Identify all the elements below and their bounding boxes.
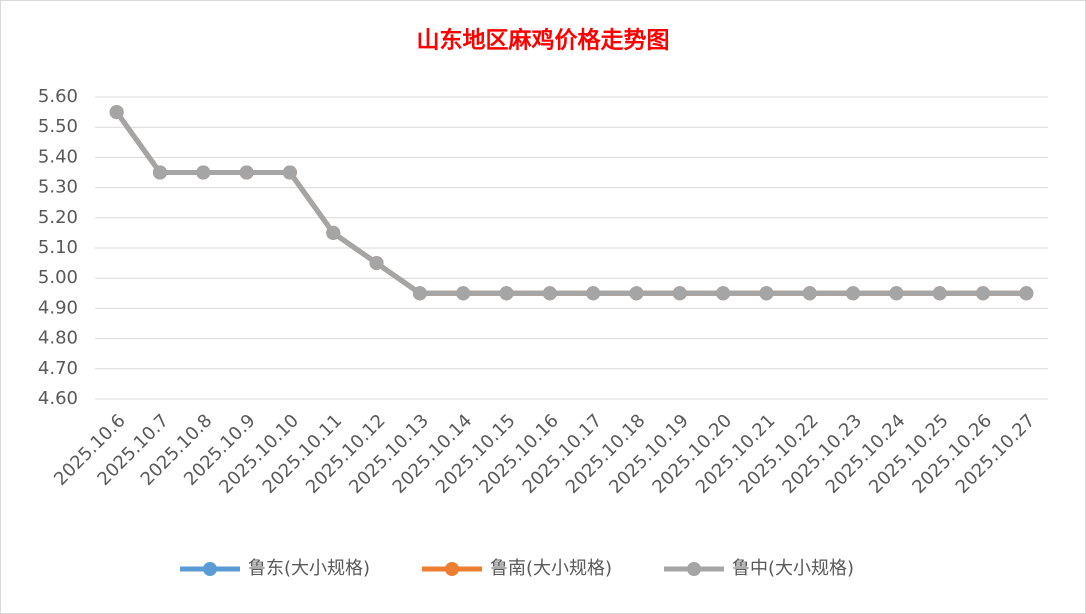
series-marker: [152, 165, 167, 180]
y-tick-label: 5.20: [38, 207, 78, 228]
series-marker: [1019, 286, 1034, 301]
y-tick-label: 4.60: [38, 388, 78, 409]
y-tick-label: 5.30: [38, 177, 78, 198]
series-marker: [802, 286, 817, 301]
series-line: [114, 110, 1027, 296]
series-marker: [369, 256, 384, 271]
series-marker: [412, 286, 427, 301]
series-marker: [282, 165, 297, 180]
y-tick-label: 5.50: [38, 116, 78, 137]
series-marker: [846, 286, 861, 301]
legend-marker: [445, 562, 459, 576]
series-marker: [109, 105, 124, 120]
y-tick-label: 4.70: [38, 358, 78, 379]
series-marker: [672, 286, 687, 301]
series-marker: [759, 286, 774, 301]
series-marker: [976, 286, 991, 301]
chart-title: 山东地区麻鸡价格走势图: [417, 26, 670, 52]
legend-label: 鲁南(大小规格): [490, 558, 612, 579]
y-tick-label: 5.00: [38, 267, 78, 288]
series-marker: [889, 286, 904, 301]
series-marker: [499, 286, 514, 301]
series-marker: [542, 286, 557, 301]
legend-marker: [687, 562, 701, 576]
legend-label: 鲁东(大小规格): [248, 558, 370, 579]
legend-label: 鲁中(大小规格): [732, 558, 854, 579]
series-marker: [196, 165, 211, 180]
y-tick-label: 5.10: [38, 237, 78, 258]
y-tick-label: 4.80: [38, 328, 78, 349]
y-tick-label: 5.40: [38, 146, 78, 167]
series-marker: [239, 165, 254, 180]
series-marker: [326, 225, 341, 240]
series-marker: [456, 286, 471, 301]
y-tick-label: 5.60: [38, 86, 78, 107]
series-marker: [716, 286, 731, 301]
series-marker: [932, 286, 947, 301]
legend-marker: [203, 562, 217, 576]
series-marker: [586, 286, 601, 301]
y-tick-label: 4.90: [38, 297, 78, 318]
series-marker: [629, 286, 644, 301]
